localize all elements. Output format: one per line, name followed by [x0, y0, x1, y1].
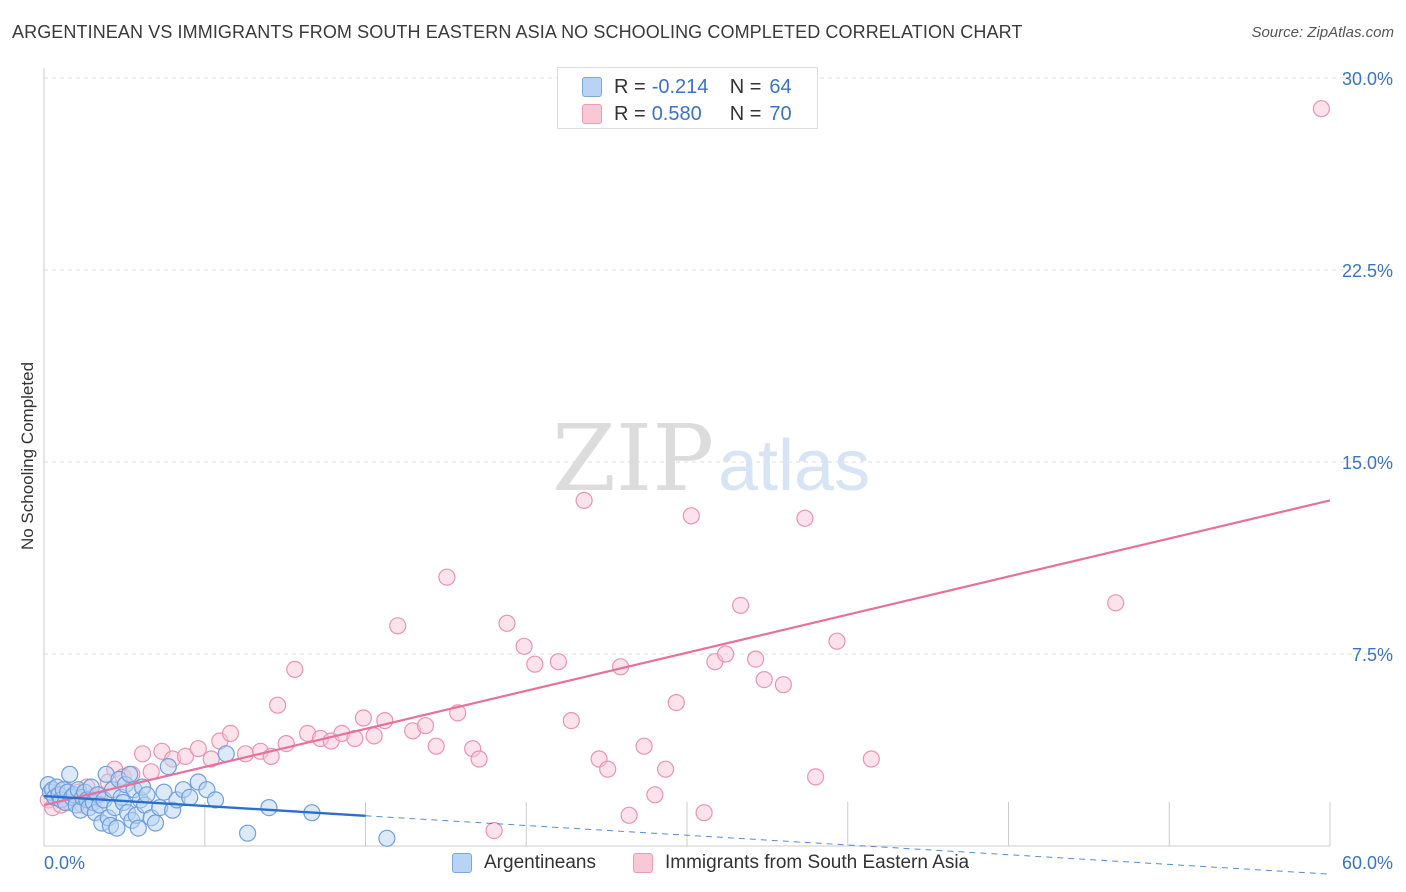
- watermark-zip: ZIP: [552, 405, 714, 512]
- immigrant-point: [221, 724, 240, 743]
- immigrant-point: [1312, 100, 1331, 118]
- immigrant-point: [796, 509, 814, 527]
- immigrant-point: [646, 786, 664, 804]
- y-tick-label: 15.0%: [1342, 453, 1393, 473]
- immigrant-point: [575, 491, 593, 509]
- immigrant-point: [620, 806, 638, 824]
- r-label: R =: [614, 75, 646, 98]
- immigrant-point: [828, 632, 846, 650]
- argentinean-point: [155, 783, 173, 801]
- immigrant-point: [176, 747, 195, 766]
- argentinean-point: [239, 824, 257, 842]
- x-tick-label: 60.0%: [1342, 853, 1393, 873]
- immigrant-point: [498, 614, 516, 632]
- immigrant-point: [515, 637, 533, 655]
- immigrant-point: [134, 745, 152, 763]
- n-label: N =: [729, 75, 762, 98]
- immigrant-point: [389, 617, 407, 635]
- immigrant-point: [416, 717, 435, 735]
- immigrant-point: [695, 804, 713, 822]
- legend-row-argentineans: R = -0.214 N = 64: [582, 74, 792, 100]
- r-label: R =: [614, 102, 646, 125]
- legend-item-argentineans[interactable]: Argentineans: [452, 852, 596, 874]
- immigrant-point: [485, 821, 503, 840]
- argentinean-point: [159, 757, 177, 776]
- argentinean-point: [378, 829, 396, 847]
- immigrant-point: [806, 768, 825, 786]
- immigrant-point: [862, 750, 880, 768]
- argentinean-trend-extension: [365, 815, 1331, 875]
- data-points: [39, 100, 1331, 847]
- immigrant-trend-line: [43, 499, 1331, 807]
- series-legend: Argentineans Immigrants from South Easte…: [0, 852, 1406, 878]
- immigrant-point: [365, 727, 383, 745]
- y-tick-label: 30.0%: [1342, 69, 1393, 89]
- immigrant-point: [667, 693, 685, 712]
- trend-lines: [43, 499, 1331, 875]
- n-value: 64: [769, 75, 792, 98]
- argentinean-point: [129, 819, 147, 837]
- y-tick-label: 22.5%: [1342, 261, 1393, 281]
- legend-label: Argentineans: [484, 852, 596, 873]
- r-value: 0.580: [651, 102, 702, 125]
- argentinean-point: [217, 745, 235, 763]
- immigrant-point: [189, 740, 207, 758]
- n-value: 70: [769, 102, 792, 125]
- immigrant-point: [656, 760, 675, 778]
- immigrant-point: [746, 650, 765, 668]
- argentinean-point: [206, 791, 225, 809]
- immigrant-point: [526, 655, 544, 673]
- immigrant-point: [716, 645, 735, 663]
- immigrant-point: [269, 696, 287, 714]
- legend-row-immigrants: R = 0.580 N = 70: [582, 101, 792, 127]
- argentinean-point: [61, 765, 79, 783]
- blue-swatch-icon: [452, 853, 472, 873]
- immigrant-point: [774, 676, 793, 694]
- argentinean-point: [181, 788, 199, 807]
- immigrant-point: [562, 711, 580, 730]
- immigrant-point: [427, 737, 445, 755]
- immigrant-point: [682, 507, 700, 525]
- pink-swatch-icon: [633, 853, 653, 873]
- source-credit: Source: ZipAtlas.com: [1251, 24, 1394, 41]
- argentinean-point: [138, 786, 156, 804]
- gridlines: [44, 77, 1392, 655]
- x-tick-label: 0.0%: [44, 853, 85, 873]
- tick-labels: 7.5% 15.0% 22.5% 30.0% 0.0% 60.0%: [44, 69, 1393, 873]
- immigrant-point: [438, 568, 456, 586]
- immigrant-point: [202, 750, 220, 768]
- axes: [43, 68, 1331, 847]
- chart-title: ARGENTINEAN VS IMMIGRANTS FROM SOUTH EAS…: [12, 22, 1023, 42]
- immigrant-point: [286, 660, 304, 679]
- stats-legend: R = -0.214 N = 64 R = 0.580 N = 70: [557, 67, 818, 129]
- immigrant-point: [635, 737, 653, 755]
- immigrant-point: [549, 653, 568, 671]
- argentinean-point: [260, 798, 278, 817]
- r-value: -0.214: [651, 75, 709, 98]
- watermark-atlas: atlas: [718, 426, 870, 506]
- immigrant-point: [599, 760, 617, 778]
- argentinean-point: [121, 765, 139, 783]
- argentinean-trend-line: [43, 794, 366, 817]
- immigrant-point: [731, 596, 750, 615]
- pink-swatch-icon: [582, 104, 602, 124]
- immigrant-point: [354, 709, 372, 727]
- argentinean-point: [108, 819, 126, 837]
- blue-swatch-icon: [582, 77, 602, 97]
- y-tick-label: 7.5%: [1352, 645, 1393, 665]
- n-label: N =: [729, 102, 762, 125]
- legend-label: Immigrants from South Eastern Asia: [665, 852, 970, 873]
- immigrant-point: [1107, 594, 1125, 612]
- immigrant-point: [470, 750, 488, 768]
- legend-item-immigrants[interactable]: Immigrants from South Eastern Asia: [633, 852, 969, 874]
- argentinean-point: [146, 814, 165, 832]
- immigrant-point: [755, 670, 773, 689]
